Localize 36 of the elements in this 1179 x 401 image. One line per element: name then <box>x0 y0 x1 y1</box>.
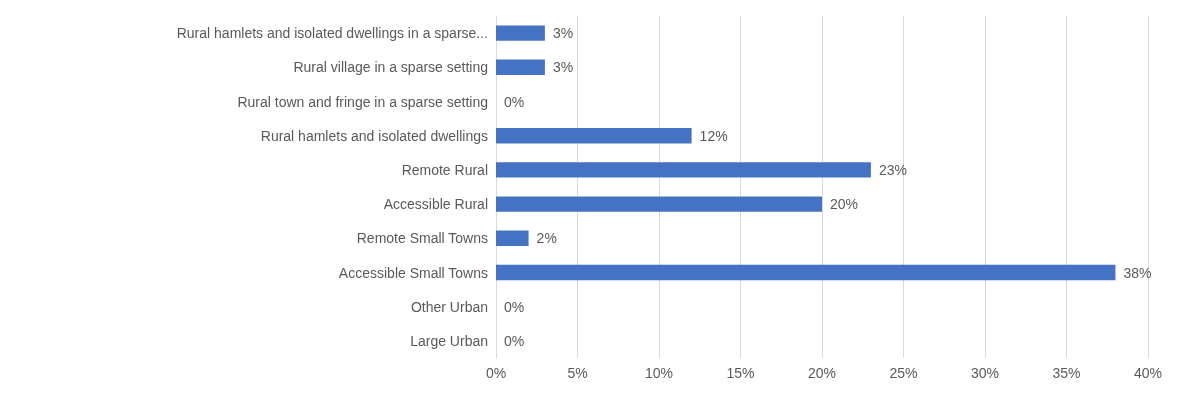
y-tick-label: Other Urban <box>410 298 488 315</box>
data-label: 20% <box>830 196 859 213</box>
data-label: 0% <box>504 93 525 110</box>
y-tick-label: Accessible Small Towns <box>338 264 488 281</box>
data-label: 0% <box>504 332 525 349</box>
x-tick-label: 20% <box>807 365 837 381</box>
data-label: 0% <box>504 298 525 315</box>
data-label: 3% <box>552 59 574 76</box>
y-tick-label: Remote Rural <box>401 161 488 178</box>
y-tick-label: Remote Small Towns <box>356 230 488 247</box>
data-label: 23% <box>878 161 907 178</box>
data-label: 3% <box>552 25 574 42</box>
bar <box>496 128 692 144</box>
x-tick-label: 40% <box>1133 365 1163 381</box>
x-tick-label: 0% <box>485 365 507 381</box>
y-tick-label: Rural village in a sparse setting <box>293 59 488 76</box>
bar <box>496 196 822 212</box>
y-tick-label: Rural hamlets and isolated dwellings <box>260 127 488 144</box>
y-tick-label: Large Urban <box>410 332 488 349</box>
x-tick-label: 15% <box>726 365 755 381</box>
x-tick-label: 10% <box>644 365 674 381</box>
bar <box>496 59 545 75</box>
data-label: 38% <box>1123 264 1152 281</box>
x-tick-label: 5% <box>567 365 588 381</box>
bar <box>496 162 871 178</box>
bar <box>496 230 529 246</box>
bar <box>496 264 1116 281</box>
y-tick-label: Accessible Rural <box>383 196 488 213</box>
data-label: 12% <box>699 127 728 144</box>
x-tick-label: 25% <box>889 365 918 381</box>
bar <box>496 25 545 41</box>
x-tick-label: 30% <box>970 365 1000 381</box>
data-label: 2% <box>536 230 557 247</box>
x-tick-label: 35% <box>1052 365 1081 381</box>
y-tick-label: Rural town and fringe in a sparse setting <box>237 93 488 110</box>
y-tick-label: Rural hamlets and isolated dwellings in a sparse... <box>176 25 488 42</box>
